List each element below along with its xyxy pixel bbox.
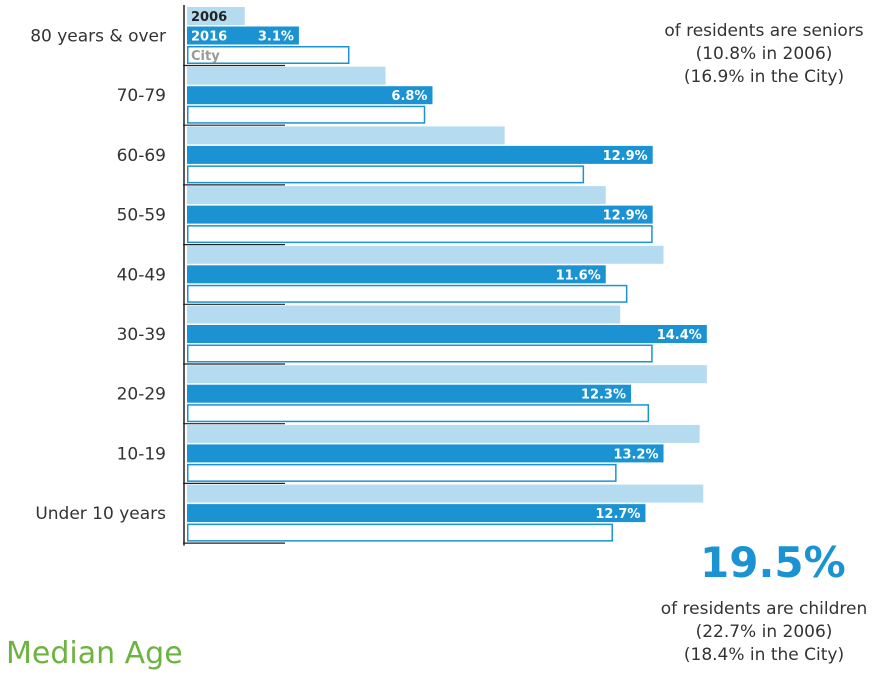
bar-2016-50-59 [187, 205, 653, 224]
bar-city-30-39 [187, 344, 653, 363]
bar-2006-50-59 [187, 186, 606, 205]
legend-entry-2006: 2006 [191, 10, 227, 25]
section-heading: Median Age [6, 636, 183, 671]
children-note-line2: (22.7% in 2006) [695, 622, 833, 642]
bar-city-50-59 [187, 225, 653, 244]
bar-city-20-29 [187, 404, 650, 423]
bar-2006-30-39 [187, 305, 621, 324]
category-label-60-69: 60-69 [117, 146, 166, 166]
category-label-30-39: 30-39 [117, 325, 166, 345]
bar-2006-40-49 [187, 245, 664, 264]
bar-city-10-19 [187, 463, 617, 482]
bar-2016-30-39 [187, 325, 707, 343]
seniors-note-line3: (16.9% in the City) [683, 67, 845, 87]
category-label-70-79: 70-79 [117, 86, 166, 106]
bar-2006-70-79 [187, 66, 386, 85]
bar-city-60-69 [187, 165, 585, 184]
bar-2006-20-29 [187, 365, 707, 384]
data-label-2016-50-59: 12.9% [603, 209, 648, 224]
bar-2016-20-29 [187, 384, 632, 403]
children-note: of residents are children (22.7% in 2006… [640, 598, 888, 667]
data-label-2016-under-10-years: 12.7% [595, 507, 640, 522]
bar-2016-under-10-years [187, 504, 646, 523]
data-label-2016-70-79: 6.8% [391, 89, 427, 104]
bar-2016-60-69 [187, 145, 653, 164]
axis-layer [183, 5, 285, 546]
bar-2006-under-10-years [187, 484, 704, 503]
category-label-40-49: 40-49 [117, 265, 166, 285]
labels-layer: 80 years & over 3.1% 70-79 6.8% 60-69 12.9% 50… [30, 27, 702, 525]
bars-layer [187, 7, 707, 542]
data-label-2016-30-39: 14.4% [657, 328, 702, 343]
bar-2006-80-years-over [187, 7, 245, 25]
category-label-50-59: 50-59 [117, 206, 166, 226]
data-label-2016-10-19: 13.2% [613, 447, 658, 462]
bar-2006-60-69 [187, 126, 505, 145]
seniors-note: of residents are seniors (10.8% in 2006)… [640, 20, 888, 89]
bar-city-70-79 [187, 105, 426, 124]
bar-2016-40-49 [187, 265, 606, 284]
children-percentage: 19.5% [700, 538, 846, 587]
seniors-note-line2: (10.8% in 2006) [695, 44, 833, 64]
bar-2006-10-19 [187, 424, 700, 443]
category-label-80-years-over: 80 years & over [30, 27, 166, 47]
category-label-10-19: 10-19 [117, 444, 166, 464]
data-label-2016-40-49: 11.6% [556, 268, 601, 283]
bar-2016-70-79 [187, 86, 433, 105]
data-label-2016-20-29: 12.3% [581, 388, 626, 403]
bar-2016-10-19 [187, 444, 664, 463]
legend: 2006 2016 City [191, 10, 227, 64]
children-note-line3: (18.4% in the City) [683, 645, 845, 665]
seniors-note-line1: of residents are seniors [664, 21, 864, 41]
bar-city-80-years-over [187, 46, 350, 64]
bar-city-40-49 [187, 284, 628, 303]
children-note-line1: of residents are children [660, 599, 868, 619]
bar-2016-80-years-over [187, 26, 299, 45]
legend-entry-city: City [191, 49, 220, 64]
bar-city-under-10-years [187, 523, 613, 542]
category-label-under-10-years: Under 10 years [35, 504, 166, 524]
data-label-2016-80-years-over: 3.1% [258, 30, 294, 45]
legend-entry-2016: 2016 [191, 30, 227, 45]
category-label-20-29: 20-29 [117, 385, 166, 405]
data-label-2016-60-69: 12.9% [603, 149, 648, 164]
